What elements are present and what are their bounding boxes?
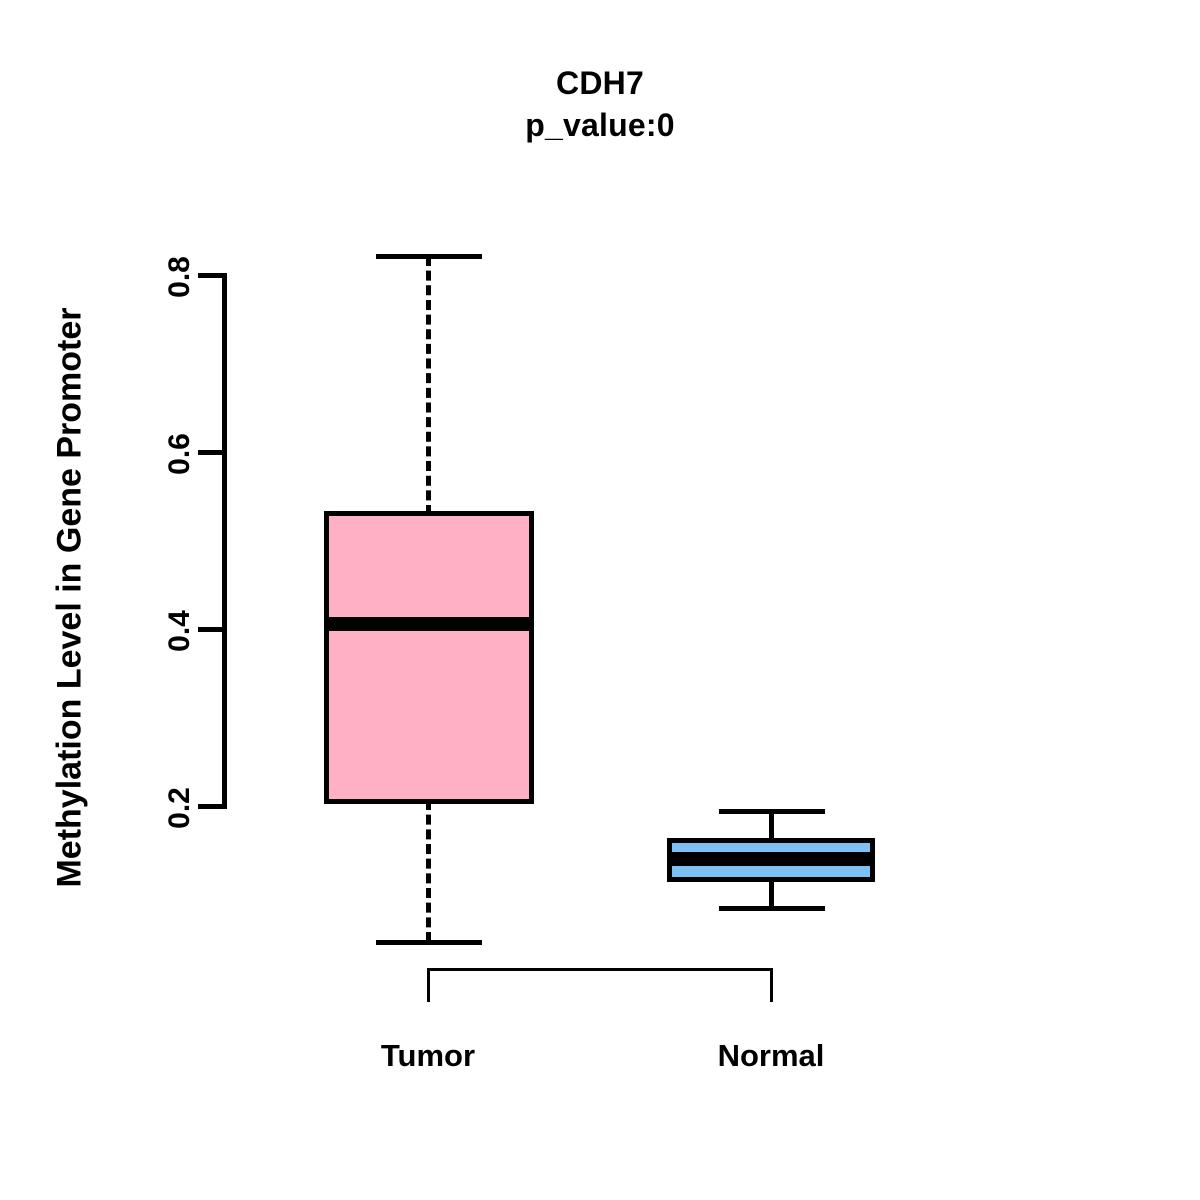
x-axis-tick-tumor bbox=[427, 968, 430, 1002]
x-axis-line bbox=[427, 968, 773, 971]
normal-lower-whisker bbox=[769, 878, 774, 908]
x-axis-tick-normal bbox=[770, 968, 773, 1002]
tumor-upper-whisker-cap bbox=[376, 254, 482, 259]
normal-lower-whisker-cap bbox=[719, 906, 825, 911]
y-axis-tick-0.4 bbox=[198, 627, 222, 632]
normal-median-line bbox=[667, 852, 875, 866]
normal-upper-whisker-cap bbox=[719, 809, 825, 814]
y-axis-tick-label-0.4: 0.4 bbox=[163, 610, 196, 652]
tumor-lower-whisker bbox=[426, 800, 431, 942]
tumor-median-line bbox=[324, 617, 534, 631]
tumor-lower-whisker-cap bbox=[376, 940, 482, 945]
y-axis-tick-0.2 bbox=[198, 804, 222, 809]
chart-title-block: CDH7 p_value:0 bbox=[0, 62, 1200, 146]
y-axis-tick-0.6 bbox=[198, 450, 222, 455]
chart-subtitle-pvalue: p_value:0 bbox=[525, 107, 675, 143]
x-axis-tick-label-normal: Normal bbox=[717, 1038, 825, 1073]
y-axis-line bbox=[222, 273, 227, 809]
y-axis-tick-label-0.2: 0.2 bbox=[163, 787, 196, 829]
y-axis-tick-label-0.8: 0.8 bbox=[163, 256, 196, 298]
tumor-upper-whisker bbox=[426, 256, 431, 515]
x-axis-tick-label-tumor: Tumor bbox=[380, 1038, 476, 1073]
chart-title: CDH7 bbox=[556, 65, 644, 101]
y-axis-title: Methylation Level in Gene Promoter bbox=[50, 307, 89, 888]
y-axis-tick-0.8 bbox=[198, 273, 222, 278]
y-axis-tick-label-0.6: 0.6 bbox=[163, 433, 196, 475]
tumor-box bbox=[324, 511, 534, 804]
normal-upper-whisker bbox=[769, 811, 774, 842]
